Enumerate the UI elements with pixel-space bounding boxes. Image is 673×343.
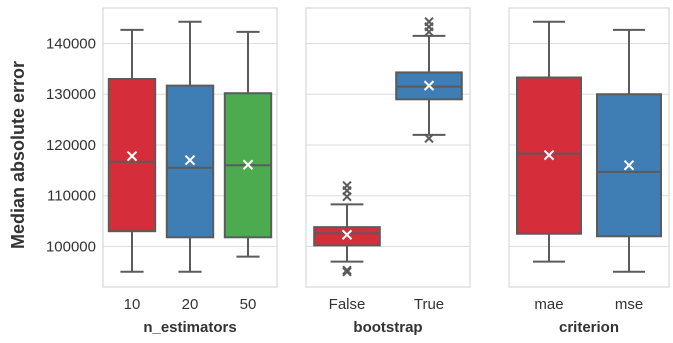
box-false [313, 180, 381, 277]
mean-marker [242, 159, 254, 170]
outlier-marker [342, 180, 352, 191]
box-true [395, 16, 463, 144]
y-tick-label: 120000 [46, 137, 96, 154]
y-axis-label: Median absolute error [8, 61, 28, 249]
panel-criterion: mae mse criterion [508, 7, 670, 336]
x-tick-label: 50 [240, 296, 257, 313]
y-tick-label: 110000 [47, 188, 96, 205]
box-50 [223, 30, 273, 258]
outlier-marker [424, 133, 434, 144]
y-tick-label: 140000 [46, 36, 96, 53]
mean-marker [543, 149, 555, 161]
box-10 [107, 28, 157, 273]
x-tick-label: mse [615, 296, 643, 313]
mean-marker [184, 154, 196, 166]
x-tick-label: 20 [182, 296, 199, 313]
x-axis-label: bootstrap [353, 319, 422, 336]
outlier-marker [342, 267, 352, 277]
box-mse [596, 28, 662, 273]
x-tick-label: 10 [124, 296, 141, 313]
outlier-marker [424, 16, 434, 27]
outlier-marker [342, 265, 352, 275]
x-tick-label: mae [534, 296, 563, 313]
y-tick-label: 100000 [46, 238, 96, 255]
y-tick-label: 130000 [46, 86, 96, 103]
x-tick-label: False [329, 296, 366, 313]
x-axis-label: criterion [559, 319, 619, 336]
mean-marker [341, 229, 353, 240]
x-axis-label: n_estimators [143, 319, 236, 336]
panel-n-estimators: 100000 110000 120000 130000 140000 10 20 50n_es… [46, 7, 278, 336]
panel-frame [508, 7, 670, 288]
x-tick-label: True [414, 296, 444, 313]
box-20 [165, 20, 215, 273]
mean-marker [423, 80, 435, 91]
panel-frame [305, 7, 471, 288]
box-body [313, 226, 381, 247]
mean-marker [623, 160, 635, 171]
panel-bootstrap: False True bootstrap [305, 7, 471, 336]
panel-frame [102, 7, 278, 288]
box-mae [516, 20, 582, 263]
mean-marker [126, 150, 138, 162]
